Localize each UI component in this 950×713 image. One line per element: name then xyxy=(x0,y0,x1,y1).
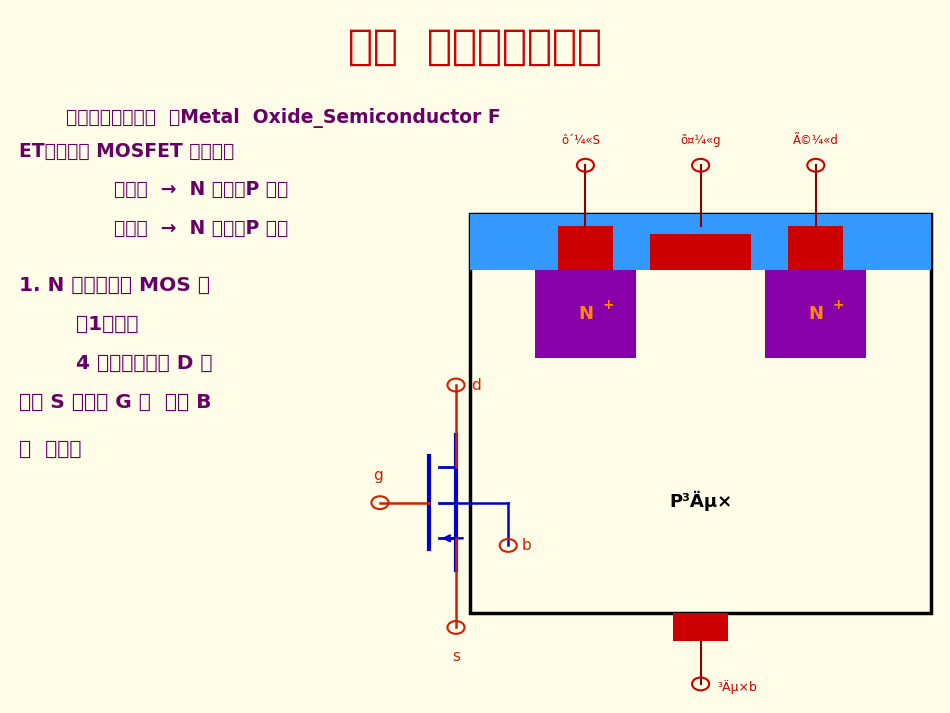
Text: 1. N 沟道增强型 MOS 管: 1. N 沟道增强型 MOS 管 xyxy=(19,276,210,294)
Text: N: N xyxy=(808,304,824,323)
Bar xyxy=(765,270,866,358)
Text: 增强型  →  N 沟道、P 沟道: 增强型 → N 沟道、P 沟道 xyxy=(114,180,288,198)
Bar xyxy=(535,270,636,358)
Text: 。  符号：: 。 符号： xyxy=(19,440,82,458)
Text: d: d xyxy=(471,377,481,393)
Bar xyxy=(788,226,844,270)
Bar xyxy=(558,226,613,270)
Text: ô´¼«S: ô´¼«S xyxy=(561,135,600,148)
Text: N: N xyxy=(578,304,593,323)
Text: 一．  绝缘栅场效应管: 一． 绝缘栅场效应管 xyxy=(348,26,602,67)
Text: 耗尽型  →  N 沟道、P 沟道: 耗尽型 → N 沟道、P 沟道 xyxy=(114,219,288,237)
Text: （1）结构: （1）结构 xyxy=(76,315,139,334)
Text: g: g xyxy=(373,468,383,483)
Text: b: b xyxy=(522,538,531,553)
Text: 源极 S ，栅极 G 和  衬底 B: 源极 S ，栅极 G 和 衬底 B xyxy=(19,394,211,412)
Text: P³Äµ×: P³Äµ× xyxy=(669,491,732,511)
Bar xyxy=(470,214,931,270)
Text: +: + xyxy=(602,298,614,312)
Text: 绝缘栅型场效应管  （Metal  Oxide_Semiconductor F: 绝缘栅型场效应管 （Metal Oxide_Semiconductor F xyxy=(66,108,502,128)
Bar xyxy=(673,613,729,641)
Text: õ¤¼«g: õ¤¼«g xyxy=(680,135,721,148)
Bar xyxy=(650,234,751,270)
Text: s: s xyxy=(452,649,460,664)
Text: ³Äµ×b: ³Äµ×b xyxy=(718,680,757,694)
Text: 4 个电极：漏极 D ，: 4 个电极：漏极 D ， xyxy=(76,354,213,373)
Bar xyxy=(470,214,931,613)
Text: Ã©¼«d: Ã©¼«d xyxy=(793,135,839,148)
Text: +: + xyxy=(833,298,845,312)
Text: ET），简称 MOSFET 。分为：: ET），简称 MOSFET 。分为： xyxy=(19,142,235,160)
